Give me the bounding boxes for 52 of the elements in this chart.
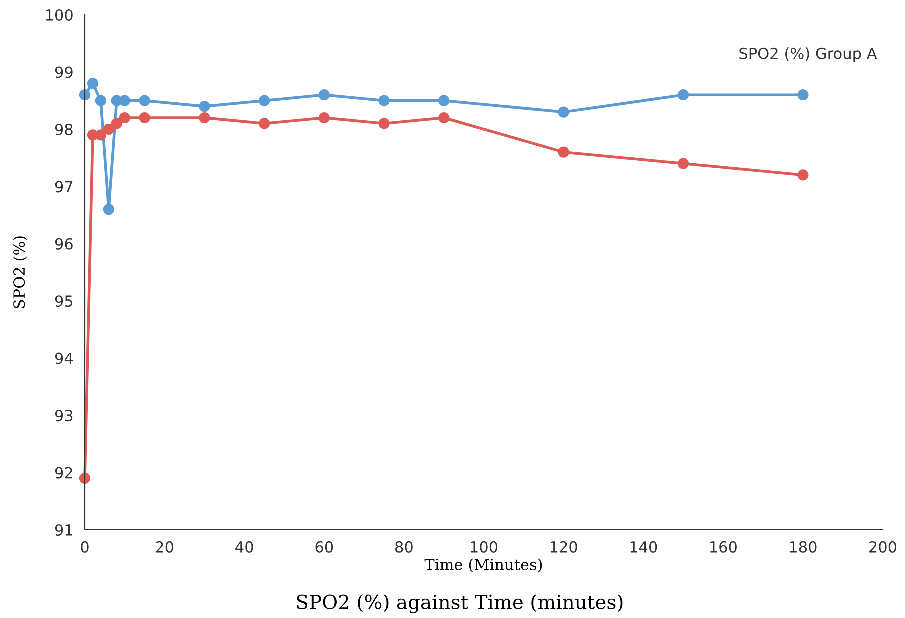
point [103, 204, 114, 216]
point [678, 158, 690, 170]
point [318, 112, 330, 124]
y-tick-label: 92 [55, 467, 72, 479]
text: SPO2 (%) against Time (minutes) [297, 594, 623, 614]
point [95, 95, 107, 106]
point [378, 95, 390, 106]
point [199, 101, 210, 112]
x-tick-label: 120 [550, 541, 578, 553]
x-tick-label: 60 [316, 541, 334, 553]
point [119, 95, 130, 106]
y-tick-label: 100 [46, 9, 73, 22]
point [258, 95, 270, 106]
y-tick-label: 91 [55, 524, 72, 536]
y-tick-label: 97 [55, 181, 73, 193]
point [139, 112, 150, 124]
point [798, 90, 809, 101]
x-tick-label: 20 [156, 541, 174, 553]
y-tick-label: 95 [55, 296, 73, 308]
y-tick-label: 96 [55, 238, 73, 250]
y-tick-label: 94 [55, 352, 74, 364]
x-tick-label: 160 [710, 541, 737, 553]
point [199, 112, 210, 124]
x-tick-label: 0 [81, 541, 89, 553]
point [258, 118, 270, 130]
x-tick-label: 100 [471, 541, 498, 553]
y-axis-title: SPO2 (%) [13, 236, 28, 308]
point [79, 472, 91, 484]
annotation: SPO2 (%) Group A [740, 48, 878, 62]
point [111, 118, 122, 130]
point [318, 90, 330, 101]
point [87, 78, 99, 90]
x-tick-label: 40 [236, 541, 254, 553]
x-tick-label: 200 [870, 541, 897, 553]
point [139, 95, 150, 106]
point [438, 95, 450, 106]
y-tick-label: 99 [55, 66, 73, 78]
point [438, 112, 450, 124]
x-tick-label: 180 [790, 541, 817, 553]
x-tick-label: 140 [630, 541, 658, 553]
point [119, 112, 130, 124]
point [558, 106, 570, 118]
point [678, 90, 690, 101]
point [558, 146, 570, 158]
x-axis-title: Time (Minutes) [424, 558, 542, 573]
x-tick-label: 80 [396, 541, 413, 553]
point [798, 170, 809, 181]
point [79, 90, 91, 101]
point [103, 124, 114, 135]
y-tick-label: 93 [55, 410, 73, 422]
y-tick-label: 98 [55, 124, 73, 136]
point [378, 118, 390, 130]
